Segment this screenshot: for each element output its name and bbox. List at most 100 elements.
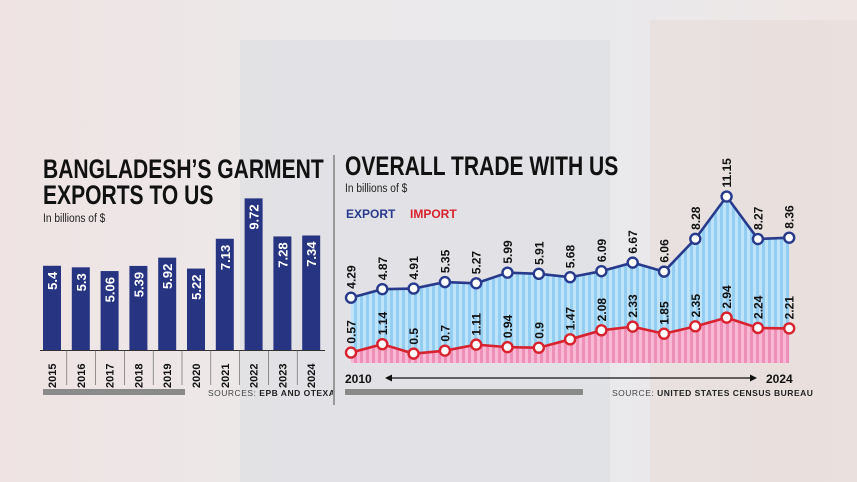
export-point-2023 — [751, 232, 765, 246]
bar-year-label: 2016 — [76, 364, 88, 388]
import-value-label: 0.5 — [407, 328, 421, 345]
import-value-label: 2.33 — [626, 294, 640, 318]
arrow-right-icon — [750, 374, 757, 382]
bar-year-label: 2017 — [105, 364, 117, 388]
export-value-label: 4.87 — [376, 256, 390, 280]
import-point-2023 — [751, 321, 765, 335]
x-end-label: 2024 — [766, 372, 793, 386]
export-point-2018 — [595, 264, 608, 278]
import-point-2019 — [626, 320, 639, 333]
legend-import: IMPORT — [410, 207, 457, 221]
import-point-2013 — [438, 344, 452, 357]
export-point-2019 — [626, 256, 639, 269]
bar-2024 — [302, 235, 321, 350]
export-value-label: 6.09 — [595, 238, 609, 262]
import-point-2014 — [470, 338, 483, 351]
import-point-2010 — [344, 346, 358, 359]
export-value-label: 5.68 — [564, 245, 578, 269]
left-source-name: EPB AND OTEXA — [259, 388, 335, 398]
export-value-label: 8.27 — [751, 206, 765, 230]
bar-value-label: 5.06 — [103, 277, 118, 302]
bar-value-label: 5.92 — [160, 264, 175, 289]
export-value-label: 5.35 — [438, 249, 452, 273]
export-value-label: 6.67 — [626, 230, 640, 254]
import-value-label: 1.47 — [564, 307, 578, 331]
left-source: SOURCES: EPB AND OTEXA — [208, 388, 335, 398]
import-value-label: 0.57 — [345, 320, 359, 344]
import-point-2020 — [657, 327, 671, 340]
left-chart-title-line1: BANGLADESH’S GARMENT — [43, 155, 324, 185]
export-value-label: 5.27 — [470, 251, 484, 275]
bar-2018 — [129, 265, 148, 350]
export-point-2011 — [376, 282, 389, 296]
x-start-label: 2010 — [345, 372, 372, 386]
export-value-label: 5.91 — [532, 241, 546, 265]
bar-year-label: 2020 — [191, 364, 203, 388]
export-value-label: 8.36 — [783, 205, 797, 229]
right-source-name: UNITED STATES CENSUS BUREAU — [657, 388, 813, 398]
bar-2016 — [71, 267, 90, 350]
import-value-label: 0.7 — [438, 325, 452, 342]
export-point-2021 — [689, 232, 702, 246]
right-source-prefix: SOURCE: — [612, 388, 654, 398]
right-chart-subtitle: In billions of $ — [345, 182, 408, 195]
export-value-label: 6.06 — [658, 239, 672, 263]
bar-value-label: 5.3 — [74, 273, 89, 291]
bar-year-label: 2015 — [47, 364, 59, 388]
left-chart-title-line2: EXPORTS TO US — [43, 181, 213, 211]
right-source: SOURCE: UNITED STATES CENSUS BUREAU — [612, 388, 813, 398]
left-chart-subtitle: In billions of $ — [43, 212, 106, 225]
left-source-prefix: SOURCES: — [208, 388, 256, 398]
bar-year-label: 2021 — [220, 364, 232, 388]
bar-chart: 5.4 2015 5.3 2016 5.06 2017 5.39 2018 5.92 2019 5.… — [40, 198, 325, 388]
right-source-bar — [345, 389, 583, 395]
bar-value-label: 7.28 — [275, 242, 290, 267]
bar-2020 — [187, 268, 205, 350]
background-poster — [240, 40, 610, 482]
export-point-2012 — [407, 282, 420, 295]
bar-2019 — [158, 257, 177, 350]
bar-2023 — [273, 236, 292, 350]
bar-year-label: 2024 — [306, 363, 318, 388]
export-point-2017 — [563, 271, 577, 284]
bar-year-label: 2018 — [133, 364, 145, 388]
bar-2017 — [100, 271, 119, 350]
export-value-label: 4.29 — [345, 265, 359, 289]
import-point-2012 — [407, 347, 420, 360]
export-point-2016 — [532, 267, 545, 281]
import-value-label: 2.08 — [595, 298, 609, 322]
export-point-2022 — [720, 190, 733, 203]
bar-2022 — [244, 198, 263, 350]
import-point-2011 — [376, 337, 389, 351]
import-value-label: 1.14 — [376, 312, 390, 336]
import-value-label: 0.94 — [501, 314, 515, 338]
import-value-label: 2.21 — [783, 296, 797, 320]
import-value-label: 1.11 — [470, 313, 484, 336]
import-point-2022 — [720, 311, 733, 324]
legend-export: EXPORT — [346, 207, 396, 221]
bar-2021 — [215, 238, 234, 350]
export-value-label: 4.91 — [407, 256, 421, 280]
left-source-bar — [43, 389, 185, 395]
import-point-2015 — [501, 340, 514, 354]
bar-2015 — [43, 265, 61, 350]
right-chart-title: OVERALL TRADE WITH US — [345, 152, 618, 182]
import-point-2024 — [783, 322, 796, 335]
bar-value-label: 5.22 — [189, 275, 204, 300]
bar-value-label: 7.34 — [304, 241, 319, 267]
export-point-2024 — [783, 231, 796, 244]
import-point-2017 — [563, 333, 577, 346]
export-point-2010 — [344, 291, 358, 304]
trade-chart: 4.29 4.87 4.91 5.35 5.27 5.99 5.91 5.68 6.09 6.67… — [345, 158, 797, 363]
bar-value-label: 7.13 — [218, 245, 233, 270]
export-point-2013 — [438, 275, 452, 289]
export-value-label: 5.99 — [501, 240, 515, 264]
bar-year-label: 2019 — [162, 364, 174, 388]
import-point-2021 — [689, 320, 702, 333]
bar-value-label: 5.4 — [45, 271, 60, 290]
import-value-label: 1.85 — [658, 301, 672, 325]
bar-year-label: 2022 — [249, 364, 261, 388]
bar-value-label: 5.39 — [131, 272, 146, 297]
